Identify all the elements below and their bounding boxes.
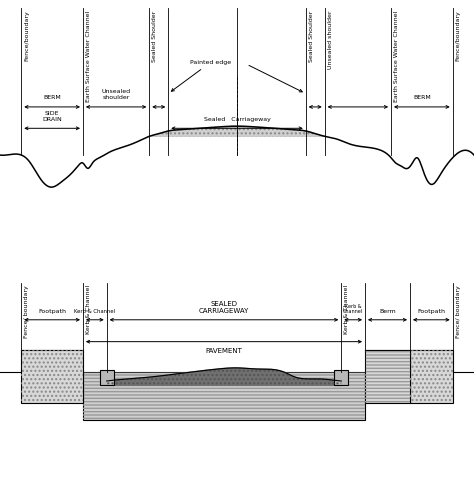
Bar bbox=[83, 372, 365, 420]
Text: Footpath: Footpath bbox=[38, 309, 66, 314]
Text: PAVEMENT: PAVEMENT bbox=[206, 348, 242, 354]
Text: Earth Surface Water Channel: Earth Surface Water Channel bbox=[394, 11, 399, 102]
Polygon shape bbox=[107, 368, 341, 385]
Text: Sealed Shoulder: Sealed Shoulder bbox=[152, 11, 157, 62]
Text: Painted edge: Painted edge bbox=[172, 60, 231, 91]
Bar bbox=[21, 350, 83, 403]
Text: Kerb & Channel: Kerb & Channel bbox=[344, 285, 349, 334]
Text: BERM: BERM bbox=[43, 95, 61, 100]
Text: Fence/ boundary: Fence/ boundary bbox=[24, 285, 29, 338]
Text: Kerb & Channel: Kerb & Channel bbox=[86, 285, 91, 334]
Text: Footpath: Footpath bbox=[417, 309, 446, 314]
Text: Kerb & Channel: Kerb & Channel bbox=[74, 309, 115, 314]
Text: Fence/boundary: Fence/boundary bbox=[24, 11, 29, 61]
Text: Kerb &
Channel: Kerb & Channel bbox=[343, 304, 363, 314]
Text: Sealed Shoulder: Sealed Shoulder bbox=[309, 11, 314, 62]
Bar bbox=[334, 370, 348, 385]
Text: Unsealed shoulder: Unsealed shoulder bbox=[328, 11, 333, 69]
Text: Fence/boundary: Fence/boundary bbox=[456, 11, 461, 61]
Text: SIDE
DRAIN: SIDE DRAIN bbox=[42, 111, 62, 122]
Bar bbox=[410, 350, 453, 403]
Text: Unsealed
shoulder: Unsealed shoulder bbox=[101, 89, 131, 100]
Bar bbox=[100, 370, 114, 385]
Text: Fence/ boundary: Fence/ boundary bbox=[456, 285, 461, 338]
Bar bbox=[365, 350, 410, 403]
Text: Berm: Berm bbox=[379, 309, 396, 314]
Polygon shape bbox=[149, 126, 325, 137]
Text: BERM: BERM bbox=[413, 95, 431, 100]
Text: Sealed   Carriageway: Sealed Carriageway bbox=[203, 117, 271, 122]
Text: Earth Surface Water Channel: Earth Surface Water Channel bbox=[86, 11, 91, 102]
Text: SEALED
CARRIAGEWAY: SEALED CARRIAGEWAY bbox=[199, 301, 249, 314]
